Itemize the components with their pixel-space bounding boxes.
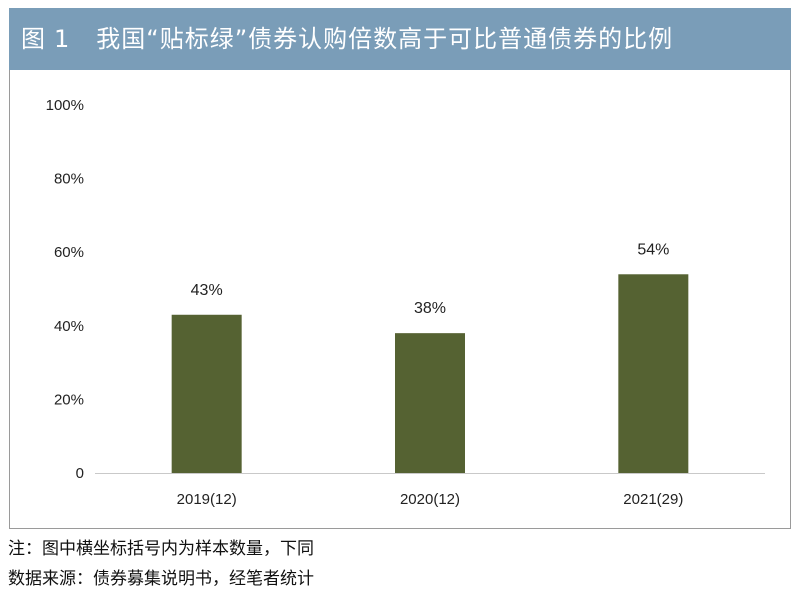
figure-notes: 注：图中横坐标括号内为样本数量，下同 数据来源：债券募集说明书，经笔者统计: [8, 534, 314, 594]
bar: [395, 333, 465, 473]
y-tick-label: 20%: [54, 391, 84, 408]
y-tick-label: 0: [76, 465, 84, 482]
y-tick-label: 40%: [54, 318, 84, 335]
figure-title-text: 我国“贴标绿”债券认购倍数高于可比普通债券的比例: [96, 25, 674, 53]
data-label: 38%: [414, 300, 446, 317]
x-tick-label: 2020(12): [400, 491, 460, 508]
figure-title: 图 1 我国“贴标绿”债券认购倍数高于可比普通债券的比例: [21, 8, 673, 70]
source-text: 数据来源：债券募集说明书，经笔者统计: [8, 569, 314, 589]
figure-header: 图 1 我国“贴标绿”债券认购倍数高于可比普通债券的比例: [9, 8, 791, 70]
data-label: 54%: [637, 241, 669, 258]
data-label: 43%: [191, 282, 223, 299]
chart-frame: [9, 70, 791, 529]
figure-label: 图: [21, 25, 46, 53]
bar: [171, 314, 242, 473]
y-tick-label: 60%: [54, 244, 84, 261]
note-text: 注：图中横坐标括号内为样本数量，下同: [8, 539, 314, 559]
x-tick-label: 2021(29): [623, 491, 683, 508]
figure-number: 1: [54, 25, 71, 53]
y-tick-label: 100%: [46, 97, 84, 114]
bar: [618, 274, 689, 473]
y-tick-label: 80%: [54, 171, 84, 188]
x-tick-label: 2019(12): [177, 491, 237, 508]
